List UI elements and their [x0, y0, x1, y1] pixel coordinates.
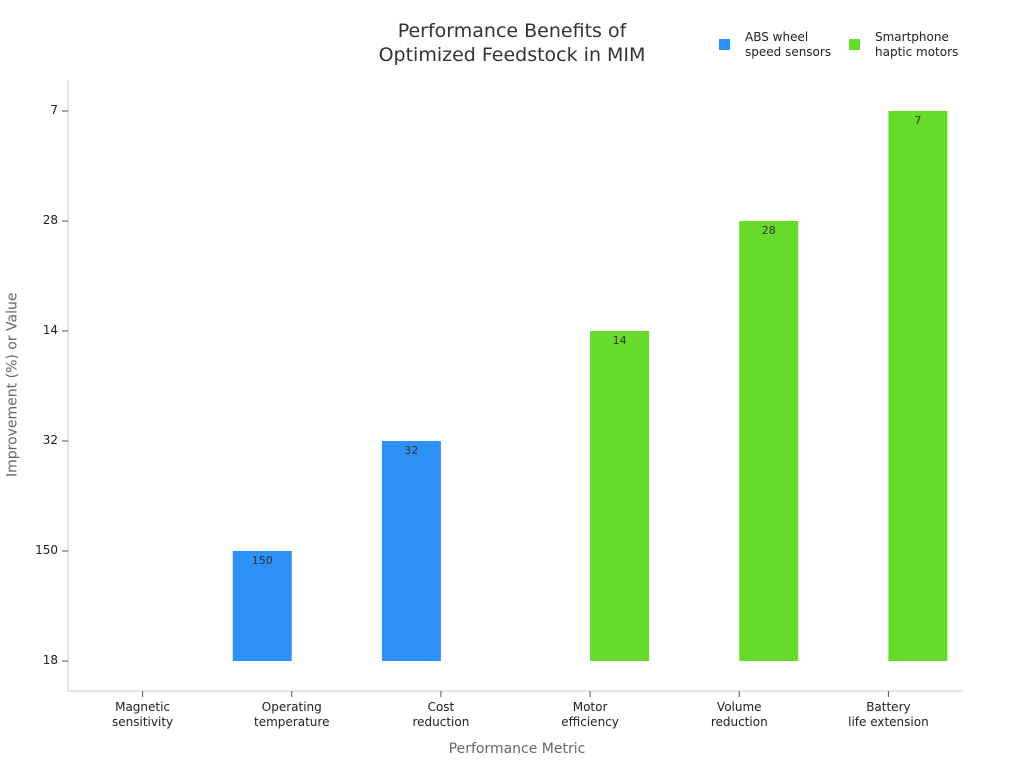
x-tick-label: Operating temperature [254, 700, 330, 729]
x-tick-label: Volume reduction [710, 700, 768, 729]
legend-swatch [719, 39, 730, 50]
data-label: 7 [914, 114, 922, 127]
y-tick-label: 32 [42, 433, 58, 447]
legend-swatch [849, 39, 860, 50]
y-tick-label: 18 [42, 653, 58, 667]
bar [232, 551, 292, 661]
chart-title: Performance Benefits of Optimized Feedst… [378, 20, 646, 66]
data-label: 32 [404, 444, 419, 457]
x-tick-label: Magnetic sensitivity [112, 700, 174, 729]
y-axis-title: Improvement (%) or Value [4, 292, 21, 478]
x-axis-title: Performance Metric [448, 741, 586, 757]
y-tick-label: 28 [42, 213, 58, 227]
data-label: 28 [761, 224, 776, 237]
y-tick-label: 14 [42, 323, 58, 337]
y-tick-label: 150 [35, 543, 58, 557]
x-tick-label: Battery life extension [848, 700, 929, 729]
x-tick-label: Motor efficiency [561, 700, 619, 729]
bar [381, 441, 441, 661]
bar [590, 331, 650, 661]
legend-label: ABS wheel speed sensors [745, 30, 832, 59]
data-label: 14 [612, 334, 627, 347]
data-label: 150 [251, 554, 273, 567]
x-tick-label: Cost reduction [412, 700, 470, 729]
y-tick-label: 7 [50, 103, 58, 117]
bar [739, 221, 799, 661]
legend-label: Smartphone haptic motors [875, 30, 959, 59]
bar [888, 111, 948, 661]
